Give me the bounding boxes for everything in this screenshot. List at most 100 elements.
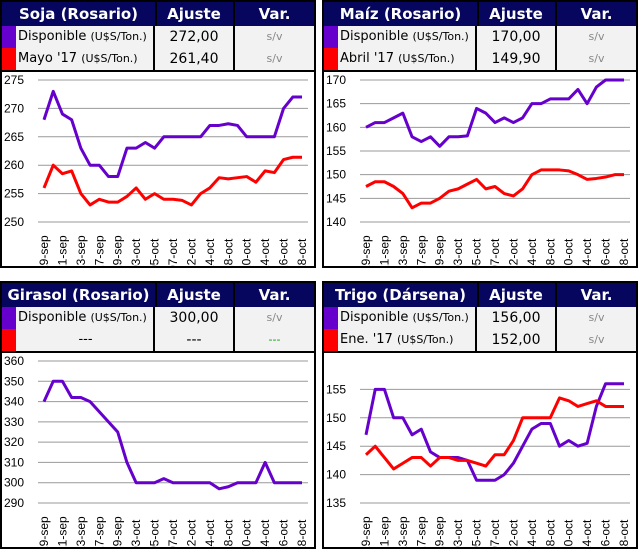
x-tick-label: 24-oct [258,519,272,547]
panel-3: Trigo (Dársena) Ajuste Var. Disponible (… [322,281,638,549]
var-header: Var. [580,286,613,304]
series-line-2 [42,155,302,207]
x-tick-label: 21-sep [55,235,69,266]
x-tick-label: 19-sep [37,516,51,547]
y-tick-label: 155 [326,144,346,158]
table-row: Ene. '17 (U$S/Ton.) 152,00 s/v [324,329,636,351]
ajuste-value: 152,00 [477,329,557,351]
x-tick-label: 28-oct [295,238,309,266]
panel-header: Soja (Rosario) Ajuste Var. [2,2,314,26]
y-tick-label: 330 [4,415,24,429]
contract-name: Abril '17 (U$S/Ton.) [338,48,477,70]
x-tick-label: 23-sep [396,516,410,547]
x-tick-label: 23-sep [74,516,88,547]
x-tick-label: 05-oct [470,238,484,266]
y-tick-label: 260 [4,158,24,172]
ajuste-header: Ajuste [155,283,235,307]
x-tick-label: 26-oct [599,519,613,547]
table-row: Disponible (U$S/Ton.) 272,00 s/v [2,26,314,48]
legend-swatch [2,48,16,70]
contract-name: Disponible (U$S/Ton.) [16,307,155,329]
y-tick-label: 350 [4,374,24,388]
x-tick-label: 05-oct [148,519,162,547]
x-tick-label: 26-oct [599,238,613,266]
x-tick-label: 20-oct [240,238,254,266]
contract-name: --- [16,329,155,351]
x-tick-label: 07-oct [488,519,502,547]
series-line-1 [365,78,624,148]
legend-swatch [2,307,16,329]
panel-title: Trigo (Dársena) [324,283,479,307]
ajuste-value: 156,00 [477,307,557,329]
ajuste-value: 300,00 [155,307,235,329]
x-tick-label: 27-sep [92,235,106,266]
legend-swatch [324,48,338,70]
ajuste-header: Ajuste [477,283,557,307]
x-tick-label: 20-oct [240,519,254,547]
var-value: s/v [588,311,605,324]
x-tick-label: 14-oct [525,519,539,547]
series-line-1 [42,89,302,179]
y-tick-label: 170 [326,73,346,87]
var-value: s/v [266,30,283,43]
table-row: Disponible (U$S/Ton.) 170,00 s/v [324,26,636,48]
y-tick-label: 290 [4,496,24,510]
x-tick-label: 28-oct [617,519,631,547]
x-tick-label: 21-sep [377,235,391,266]
x-tick-label: 07-oct [166,238,180,266]
series-line-1 [42,379,302,491]
x-tick-label: 07-oct [166,519,180,547]
var-header: Var. [258,5,291,23]
contract-name: Mayo '17 (U$S/Ton.) [16,48,155,70]
x-tick-label: 18-oct [221,238,235,266]
var-value: s/v [588,30,605,43]
x-tick-label: 27-sep [92,516,106,547]
x-tick-label: 29-sep [111,516,125,547]
ajuste-value: 261,40 [155,48,235,70]
line-chart: 290 300 310 320 330 340 350 360 19-sep 21-sep 23-s… [4,354,309,547]
panel-title: Maíz (Rosario) [324,2,479,26]
y-tick-label: 140 [326,215,346,229]
x-tick-label: 24-oct [580,238,594,266]
x-tick-label: 12-oct [506,238,520,266]
legend-swatch [324,307,338,329]
x-tick-label: 14-oct [525,238,539,266]
divider [324,351,636,353]
table-row: Mayo '17 (U$S/Ton.) 261,40 s/v [2,48,314,70]
var-value: s/v [266,52,283,65]
line-chart: 135 140 145 150 155 19-sep 21-sep 23-sep 27-sep 2… [326,382,631,547]
y-tick-label: 140 [326,468,346,482]
x-tick-label: 26-oct [277,519,291,547]
y-tick-label: 145 [326,191,346,205]
x-tick-label: 29-sep [433,235,447,266]
x-tick-label: 28-oct [617,238,631,266]
ajuste-value: 272,00 [155,26,235,48]
y-tick-label: 135 [326,496,346,510]
y-tick-label: 310 [4,455,24,469]
x-tick-label: 19-sep [359,235,373,266]
x-tick-label: 18-oct [543,238,557,266]
panel-title: Soja (Rosario) [2,2,157,26]
ajuste-value: 170,00 [477,26,557,48]
contract-name: Ene. '17 (U$S/Ton.) [338,329,477,351]
divider [2,70,314,72]
x-tick-label: 27-sep [414,235,428,266]
x-tick-label: 05-oct [470,519,484,547]
x-tick-label: 21-sep [55,516,69,547]
x-tick-label: 19-sep [37,235,51,266]
y-tick-label: 150 [326,411,346,425]
y-tick-label: 270 [4,101,24,115]
ajuste-value: --- [155,329,235,351]
legend-swatch [324,26,338,48]
var-value: s/v [588,52,605,65]
legend-swatch [324,329,338,351]
y-tick-label: 160 [326,120,346,134]
ajuste-value: 149,90 [477,48,557,70]
panel-header: Trigo (Dársena) Ajuste Var. [324,283,636,307]
x-tick-label: 12-oct [184,519,198,547]
x-tick-label: 18-oct [221,519,235,547]
line-chart: 140 145 150 155 160 165 170 19-sep 21-sep 23-sep 2… [326,73,631,266]
x-tick-label: 03-oct [129,519,143,547]
x-tick-label: 27-sep [414,516,428,547]
x-tick-label: 18-oct [543,519,557,547]
